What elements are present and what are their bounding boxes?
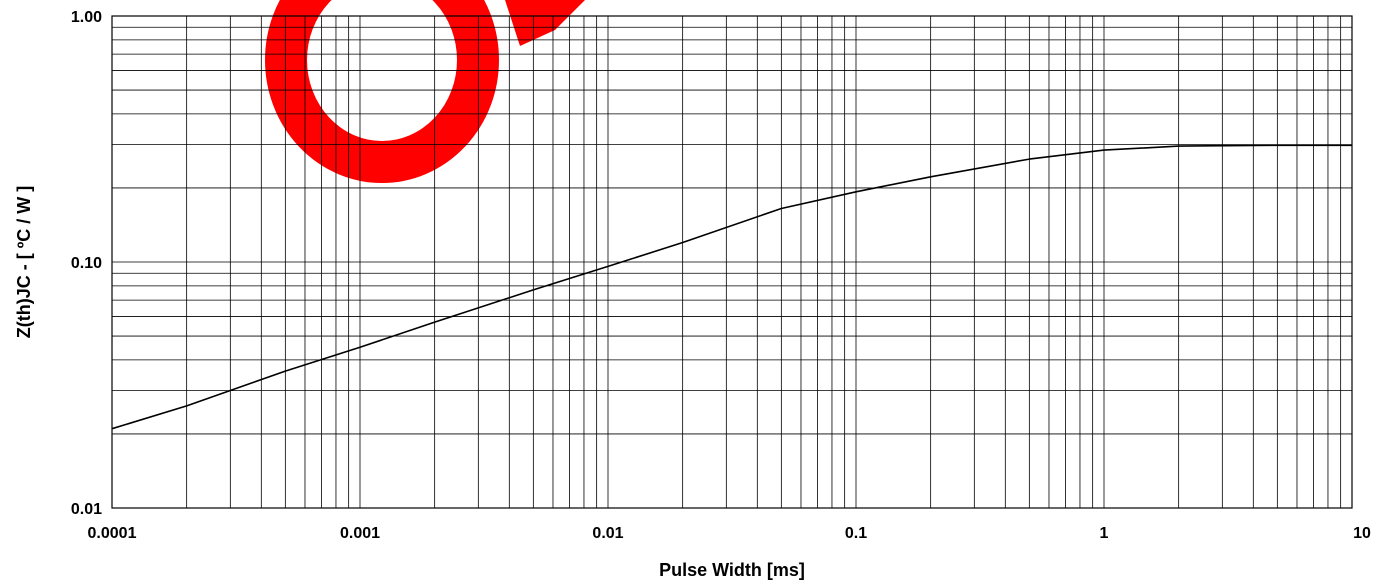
series-line-1 <box>111 144 1352 430</box>
x-tick-label: 10 <box>1353 525 1371 542</box>
watermark <box>265 0 585 183</box>
y-tick-label: 1.00 <box>71 9 102 26</box>
watermark-letter-fragment <box>505 0 585 46</box>
x-tick-labels: 0.0001 0.001 0.01 0.1 1 10 <box>88 525 1371 542</box>
y-tick-label: 0.01 <box>71 501 102 518</box>
x-tick-label: 1 <box>1100 525 1109 542</box>
x-tick-label: 0.01 <box>592 525 623 542</box>
series-layer <box>111 144 1352 430</box>
plot-frame <box>111 15 1353 509</box>
y-axis-title: Z(th)JC - [ ºC / W ] <box>14 186 34 339</box>
watermark-letter-o <box>265 0 499 183</box>
x-tick-label: 0.0001 <box>88 525 137 542</box>
y-tick-labels: 0.01 0.10 1.00 <box>71 9 102 518</box>
x-axis-title: Pulse Width [ms] <box>659 560 805 580</box>
x-tick-label: 0.1 <box>845 525 867 542</box>
grid <box>112 16 1352 508</box>
x-tick-label: 0.001 <box>340 525 380 542</box>
y-tick-label: 0.10 <box>71 255 102 272</box>
